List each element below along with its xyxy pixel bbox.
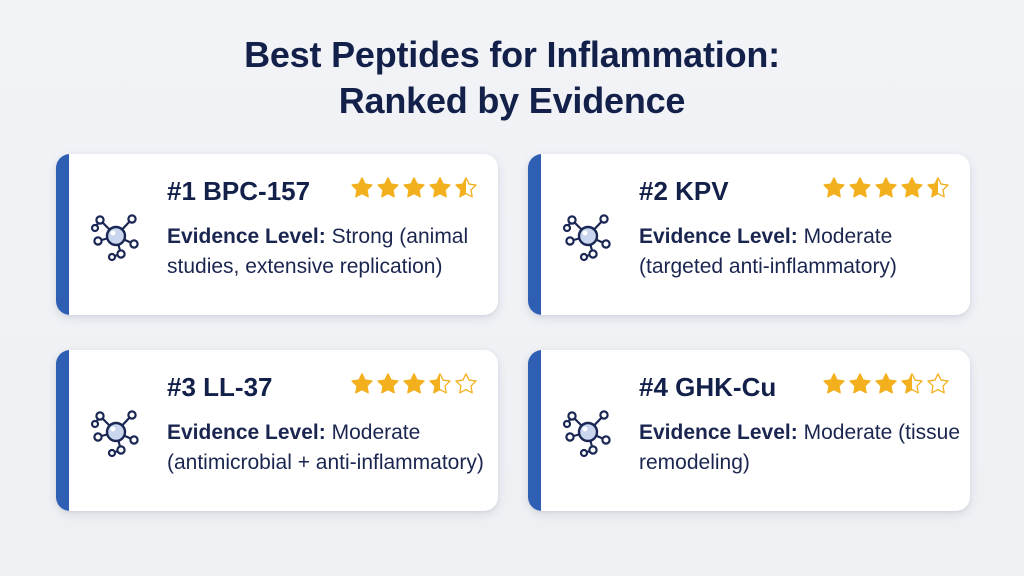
- star-empty-icon: [454, 372, 478, 396]
- star-rating: [822, 372, 950, 396]
- peptide-card-ll-37: #3 LL-37 Evidence Level: Moderate (antim…: [56, 350, 498, 511]
- star-full-icon: [402, 176, 426, 200]
- page-title: Best Peptides for Inflammation: Ranked b…: [0, 32, 1024, 124]
- star-full-icon: [822, 372, 846, 396]
- star-rating: [350, 372, 478, 396]
- star-half-icon: [428, 372, 452, 396]
- peptide-card-kpv: #2 KPV Evidence Level: Moderate (targete…: [528, 154, 970, 315]
- star-rating: [822, 176, 950, 200]
- star-full-icon: [376, 176, 400, 200]
- star-full-icon: [428, 176, 452, 200]
- peptide-card-bpc-157: #1 BPC-157 Evidence Level: Strong (anima…: [56, 154, 498, 315]
- peptide-name: #1 BPC-157: [167, 176, 311, 206]
- star-full-icon: [874, 372, 898, 396]
- star-full-icon: [848, 176, 872, 200]
- molecule-icon: [562, 210, 614, 262]
- evidence-description: Evidence Level: Moderate (targeted anti-…: [639, 222, 961, 282]
- star-full-icon: [350, 176, 374, 200]
- evidence-description: Evidence Level: Moderate (antimicrobial …: [167, 418, 489, 478]
- molecule-icon: [562, 406, 614, 458]
- evidence-text: Moderate (tissue remodeling): [639, 421, 960, 474]
- peptide-card-ghk-cu: #4 GHK-Cu Evidence Level: Moderate (tiss…: [528, 350, 970, 511]
- peptide-name: #4 GHK-Cu: [639, 372, 777, 402]
- molecule-icon: [90, 406, 142, 458]
- star-full-icon: [822, 176, 846, 200]
- peptide-name: #2 KPV: [639, 176, 729, 206]
- evidence-text: Moderate (antimicrobial + anti-inflammat…: [167, 421, 484, 474]
- title-line-2: Ranked by Evidence: [338, 80, 686, 121]
- star-rating: [350, 176, 478, 200]
- star-full-icon: [848, 372, 872, 396]
- peptide-name: #3 LL-37: [167, 372, 273, 402]
- star-full-icon: [874, 176, 898, 200]
- star-half-icon: [454, 176, 478, 200]
- star-full-icon: [402, 372, 426, 396]
- star-full-icon: [376, 372, 400, 396]
- evidence-description: Evidence Level: Moderate (tissue remodel…: [639, 418, 961, 478]
- evidence-text: Strong (animal studies, extensive replic…: [167, 225, 469, 278]
- title-line-1: Best Peptides for Inflammation:: [244, 34, 780, 75]
- evidence-text: Moderate (targeted anti-inflammatory): [639, 225, 897, 278]
- evidence-label: Evidence Level:: [639, 225, 798, 248]
- star-empty-icon: [926, 372, 950, 396]
- star-half-icon: [900, 372, 924, 396]
- star-full-icon: [900, 176, 924, 200]
- evidence-label: Evidence Level:: [167, 225, 326, 248]
- molecule-icon: [90, 210, 142, 262]
- star-half-icon: [926, 176, 950, 200]
- evidence-label: Evidence Level:: [167, 421, 326, 444]
- star-full-icon: [350, 372, 374, 396]
- evidence-description: Evidence Level: Strong (animal studies, …: [167, 222, 489, 282]
- evidence-label: Evidence Level:: [639, 421, 798, 444]
